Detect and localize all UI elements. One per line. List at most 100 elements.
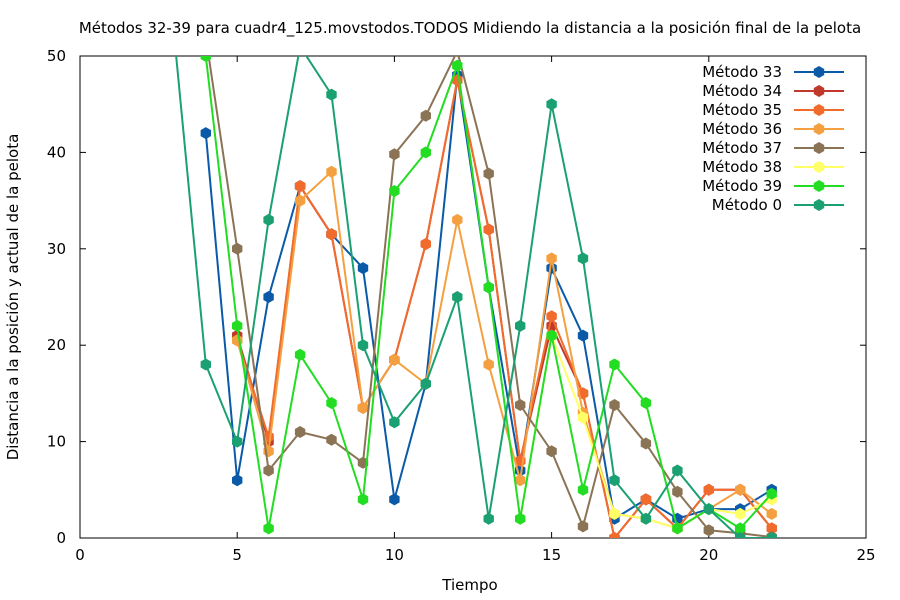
data-point	[294, 348, 306, 361]
data-point	[326, 165, 337, 178]
series-layer	[175, 40, 777, 538]
y-tick-label: 30	[47, 240, 66, 258]
data-point	[326, 88, 337, 101]
x-tick-label: 20	[699, 546, 718, 564]
data-point	[515, 399, 526, 411]
y-tick-label: 0	[56, 529, 66, 547]
data-point	[766, 522, 777, 535]
axes: 0 5 10 15 20 25 0 10 20 30 40 50	[47, 47, 876, 564]
y-tick-label: 50	[47, 47, 66, 65]
data-point	[483, 167, 494, 180]
series	[200, 56, 777, 535]
data-point	[546, 252, 557, 265]
data-point	[703, 483, 714, 496]
x-tick-label: 15	[542, 546, 561, 564]
legend-entry: Método 36	[702, 120, 844, 138]
data-point	[577, 483, 589, 496]
legend-label: Método 36	[702, 120, 782, 138]
data-point	[200, 127, 211, 140]
data-point	[640, 493, 652, 506]
data-point	[420, 377, 431, 390]
data-point	[455, 56, 460, 58]
data-point	[577, 329, 589, 342]
data-point	[735, 532, 746, 538]
legend-marker	[813, 123, 825, 135]
data-point	[766, 532, 777, 538]
y-tick-label: 20	[47, 336, 66, 354]
data-point	[546, 445, 557, 458]
legend-label: Método 0	[712, 196, 782, 214]
data-point	[295, 40, 305, 52]
legend-entry: Método 33	[702, 63, 844, 81]
y-axis-label: Distancia a la posición y actual de la p…	[4, 134, 22, 461]
data-point	[515, 319, 526, 332]
data-point	[766, 487, 777, 500]
data-point	[766, 507, 777, 520]
data-point	[357, 339, 369, 352]
data-point	[357, 493, 369, 506]
data-point	[357, 401, 369, 414]
data-point	[452, 291, 463, 303]
legend-marker	[813, 199, 825, 211]
data-point	[609, 399, 620, 411]
data-point	[294, 194, 306, 207]
data-point	[200, 358, 211, 371]
data-point	[515, 474, 526, 487]
legend-label: Método 34	[702, 82, 782, 100]
data-point	[546, 98, 557, 111]
x-tick-label: 25	[856, 546, 875, 564]
legend-label: Método 39	[702, 177, 782, 195]
data-point	[389, 148, 400, 161]
legend-entry: Método 0	[712, 196, 844, 214]
data-point	[609, 474, 620, 487]
data-point	[326, 228, 337, 241]
data-point	[263, 291, 274, 303]
series-line	[204, 75, 773, 521]
data-point	[452, 59, 463, 72]
data-point	[389, 185, 400, 197]
legend-marker	[813, 142, 825, 154]
series	[175, 40, 777, 538]
data-point	[577, 520, 589, 533]
data-point	[263, 522, 274, 535]
x-tick-label: 0	[75, 546, 85, 564]
data-point	[515, 512, 526, 525]
data-point	[483, 512, 494, 525]
chart-title: Métodos 32-39 para cuadr4_125.movstodos.…	[79, 19, 861, 38]
data-point	[609, 358, 620, 371]
data-point	[640, 512, 652, 525]
legend-entry: Método 39	[702, 177, 844, 195]
data-point	[232, 474, 243, 487]
legend-entry: Método 35	[702, 101, 844, 119]
data-point	[200, 56, 211, 62]
data-point	[672, 464, 683, 477]
data-point	[577, 411, 589, 424]
data-point	[389, 493, 400, 506]
data-point	[483, 358, 494, 371]
plot-frame	[79, 55, 867, 539]
y-tick-label: 10	[47, 433, 66, 451]
data-point	[232, 242, 243, 255]
data-point	[735, 507, 746, 520]
data-point	[389, 416, 400, 429]
legend-label: Método 37	[702, 139, 782, 157]
x-tick-label: 10	[385, 546, 404, 564]
legend-entry: Método 34	[702, 82, 844, 100]
data-point	[609, 507, 620, 520]
data-point	[263, 464, 274, 477]
legend-label: Método 38	[702, 158, 782, 176]
plot-border	[79, 55, 867, 539]
data-point	[452, 213, 463, 226]
series	[232, 74, 777, 538]
data-point	[389, 353, 400, 366]
data-point	[672, 485, 683, 498]
legend-marker	[813, 161, 825, 173]
data-point	[609, 532, 620, 538]
data-point	[294, 426, 306, 438]
legend-marker	[813, 66, 825, 78]
data-point	[326, 397, 337, 409]
data-point	[357, 262, 369, 275]
legend-entry: Método 37	[702, 139, 844, 157]
